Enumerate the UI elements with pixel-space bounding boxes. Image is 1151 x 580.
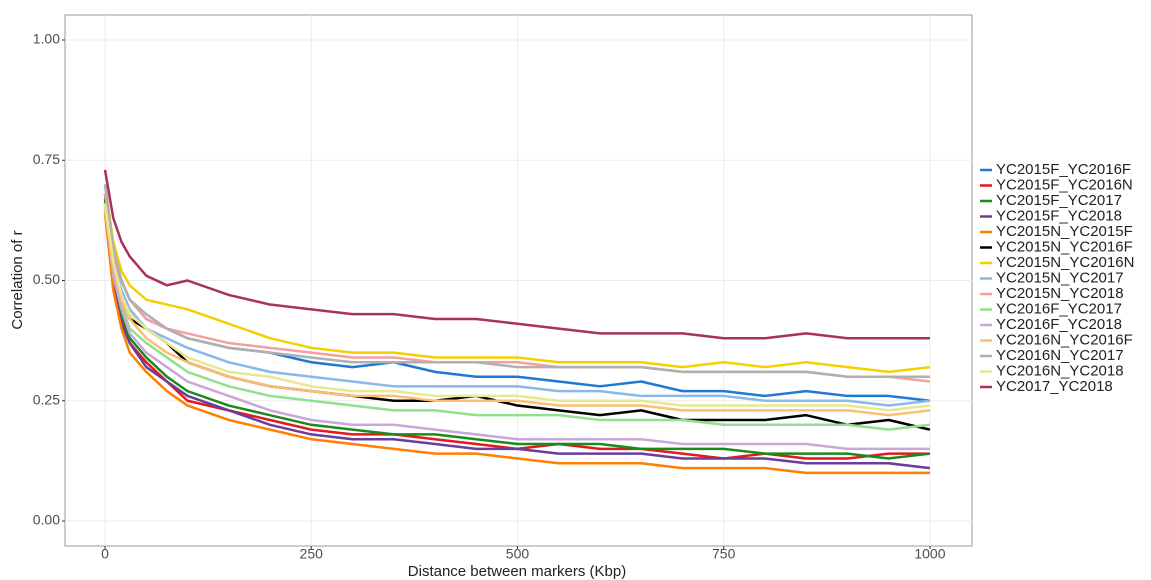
y-tick-label: 0.50 — [33, 271, 60, 287]
legend-label: YC2015F_YC2018 — [996, 207, 1122, 224]
line-series — [103, 169, 930, 340]
y-tick-label: 0.75 — [33, 151, 60, 167]
y-axis-title: Correlation of r — [9, 230, 26, 329]
x-tick-label: 750 — [712, 546, 736, 562]
x-tick-label: 1000 — [914, 546, 945, 562]
legend-label: YC2015N_YC2018 — [996, 285, 1124, 302]
line-series — [103, 208, 931, 431]
y-tick-label: 0.00 — [33, 512, 60, 528]
legend-label: YC2015F_YC2016N — [996, 176, 1133, 193]
line-series — [103, 208, 931, 417]
line-series — [103, 184, 930, 378]
line-series — [103, 184, 931, 374]
line-series — [103, 208, 931, 470]
legend-label: YC2015F_YC2017 — [996, 192, 1122, 209]
x-axis-title: Distance between markers (Kbp) — [408, 563, 626, 580]
legend-label: YC2016N_YC2018 — [996, 362, 1124, 379]
legend-label: YC2016N_YC2017 — [996, 347, 1124, 364]
y-tick-label: 0.25 — [33, 391, 60, 407]
legend-label: YC2015N_YC2015F — [996, 223, 1133, 240]
legend-label: YC2015N_YC2016F — [996, 238, 1133, 255]
line-series — [103, 203, 931, 412]
legend-label: YC2015N_YC2017 — [996, 269, 1124, 286]
y-tick-label: 1.00 — [33, 31, 60, 47]
x-tick-label: 250 — [300, 546, 324, 562]
line-series — [103, 198, 931, 460]
legend-label: YC2016F_YC2017 — [996, 300, 1122, 317]
x-tick-label: 500 — [506, 546, 530, 562]
legend-label: YC2015F_YC2016F — [996, 161, 1131, 178]
legend-label: YC2016F_YC2018 — [996, 316, 1122, 333]
x-tick-label: 0 — [101, 546, 109, 562]
legend-label: YC2015N_YC2016N — [996, 254, 1134, 271]
line-series — [103, 213, 930, 475]
line-series — [103, 203, 930, 451]
legend-label: YC2016N_YC2016F — [996, 331, 1133, 348]
legend-label: YC2017_YC2018 — [996, 378, 1113, 395]
